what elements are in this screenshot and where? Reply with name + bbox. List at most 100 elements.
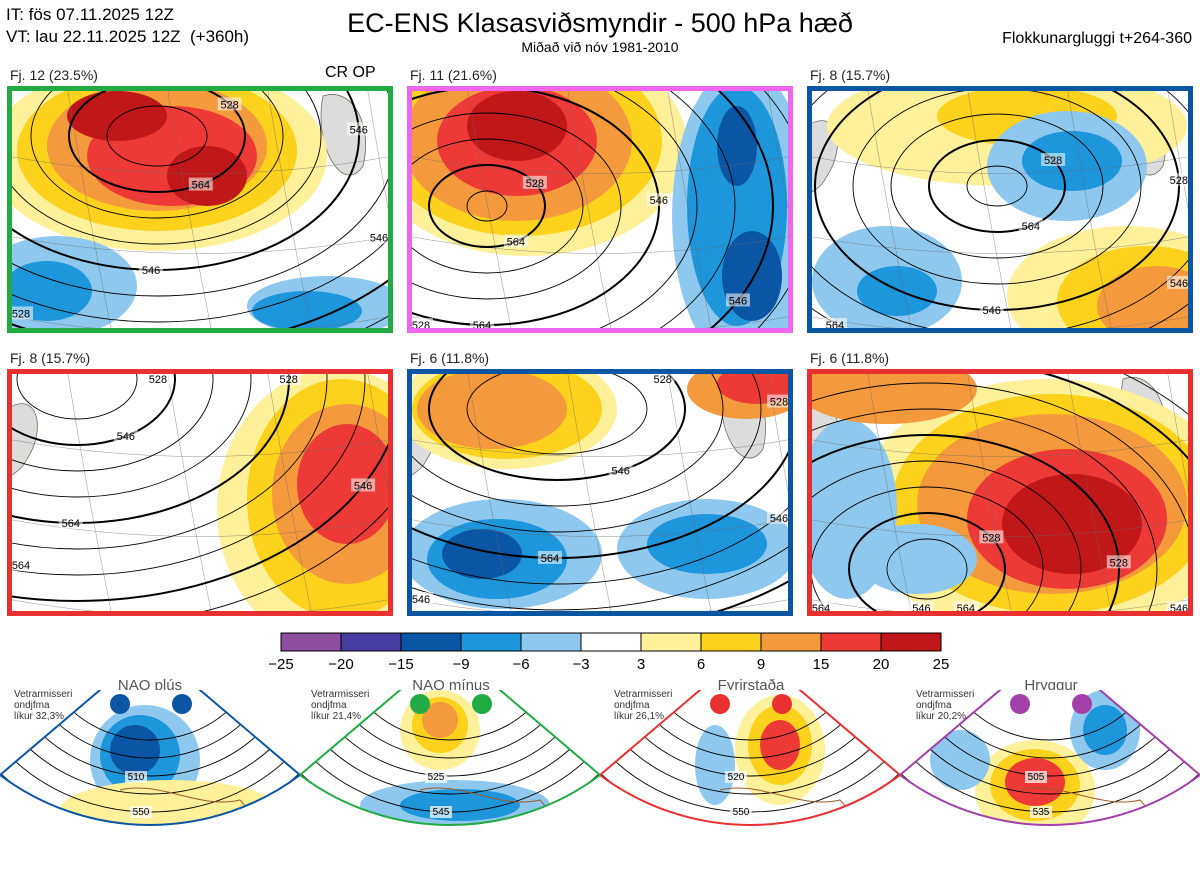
contour-line (407, 543, 793, 611)
contour-label-bg (409, 318, 433, 331)
contour-line (890, 113, 1104, 259)
contour-line (30, 86, 284, 219)
legend-tick-label: 15 (812, 656, 830, 673)
legend-tick-label: −20 (328, 656, 354, 673)
page-title: EC-ENS Klasasviðsmyndir - 500 hPa hæð (347, 8, 853, 38)
contour-line (939, 672, 1161, 741)
contour-line (466, 190, 508, 222)
contour-line (807, 408, 1158, 616)
contour-label: 528 (1170, 175, 1188, 187)
contour-label-bg (125, 771, 147, 783)
contour-label: 528 (770, 397, 788, 409)
anomaly-blob (167, 146, 247, 206)
panel-border (7, 86, 393, 333)
contour-label: 546 (142, 265, 160, 277)
contour-line (407, 369, 762, 533)
contour-label-bg (537, 550, 562, 564)
contour-line (966, 165, 1028, 207)
legend-swatch (400, 632, 462, 652)
contour-line (428, 369, 686, 481)
regime-2-title: NAO mínus (412, 677, 490, 694)
regime-marker-dot (710, 694, 730, 714)
legend-tick-label: 25 (932, 656, 950, 673)
contour-label-bg (346, 122, 371, 136)
contour-label-bg (469, 317, 494, 331)
contour-label-bg (430, 806, 452, 818)
contour-label: 564 (507, 237, 525, 249)
regime-4-note: Vetrarmisseri ondjfma líkur 20,2% (916, 689, 975, 722)
contour-label: 546 (983, 305, 1001, 317)
legend-tick-label: 6 (696, 656, 706, 673)
regime-marker-dot (410, 694, 430, 714)
legend-swatch (580, 632, 642, 652)
panel-border (407, 369, 793, 616)
regime-anomaly-shading (695, 695, 825, 805)
legend-swatch (880, 632, 942, 652)
anomaly-blob (1022, 131, 1122, 191)
contour-label: 546 (612, 466, 630, 478)
contour-line (339, 672, 561, 741)
coastline (119, 787, 252, 826)
regime-marker-dot (110, 694, 130, 714)
regime-map-ridge: 505 535 560 (898, 671, 1200, 871)
contour-label-bg (139, 262, 164, 276)
contour-line (7, 430, 393, 602)
contour-label: 564 (192, 180, 210, 192)
contour-line (586, 86, 698, 333)
contour-line (704, 86, 774, 333)
contour-line (7, 86, 393, 297)
cluster-map-6: 528 528 546 564 546 564 (807, 369, 1193, 616)
contour-label: 546 (729, 295, 747, 307)
regime-map-nao-minus: 525 545 565 (298, 671, 602, 871)
legend-tick-label: −9 (452, 656, 470, 673)
contour-line (652, 86, 736, 333)
panel-border (7, 369, 393, 616)
anomaly-shading (217, 369, 393, 616)
anomaly-blob (422, 702, 458, 738)
contour-label: 528 (149, 374, 167, 386)
panel-border (807, 369, 1193, 616)
contour-label-bg (979, 530, 1004, 544)
legend-tick-label: 3 (636, 656, 646, 673)
contour-label: 528 (982, 532, 1000, 544)
contour-line (807, 382, 1193, 616)
contour-label-bg (409, 591, 433, 605)
contour-line (900, 672, 1200, 795)
contour-label-bg (145, 372, 170, 385)
contour-label: 560 (738, 842, 755, 853)
graticule (807, 86, 1193, 333)
anomaly-blob (760, 720, 800, 770)
coastline (419, 787, 552, 826)
legend-swatch (340, 632, 402, 652)
regime-2-note: Vetrarmisseri ondjfma líkur 21,4% (311, 689, 370, 722)
contour-label: 546 (117, 431, 135, 443)
anomaly-blob (67, 91, 167, 141)
anomaly-blob (467, 91, 567, 161)
contour-label-bg (367, 230, 391, 244)
contour-label: 528 (1044, 155, 1062, 167)
contour-label-bg (522, 175, 547, 189)
contour-label: 528 (12, 308, 30, 320)
contour-label-bg (188, 177, 213, 191)
contour-label: 564 (62, 518, 80, 530)
contour-label-bg (276, 372, 301, 385)
classification-window: Flokkunargluggi t+264-360 (1002, 30, 1192, 47)
contour-label-bg (730, 806, 752, 818)
regime-map-svg: 510 550 (0, 671, 302, 826)
contour-label-bg (1025, 771, 1047, 783)
contour-label: 560 (1038, 842, 1055, 853)
regime-3-note: Vetrarmisseri ondjfma líkur 26,1% (614, 689, 673, 722)
contour-line (407, 112, 622, 300)
contour-label: 528 (653, 374, 671, 386)
panel-3-label: Fj. 8 (15.7%) (810, 67, 891, 83)
legend-swatch (700, 632, 762, 652)
cluster-map-svg: 528 528 546 546 564 564 (7, 369, 393, 616)
anomaly-shading (807, 369, 1193, 616)
contour-label: 545 (433, 807, 450, 818)
contour-line (919, 672, 1181, 759)
graticule (7, 86, 393, 333)
contour-label: 546 (354, 480, 372, 492)
anomaly-blob (1083, 705, 1127, 755)
contour-label-bg (1030, 806, 1052, 818)
